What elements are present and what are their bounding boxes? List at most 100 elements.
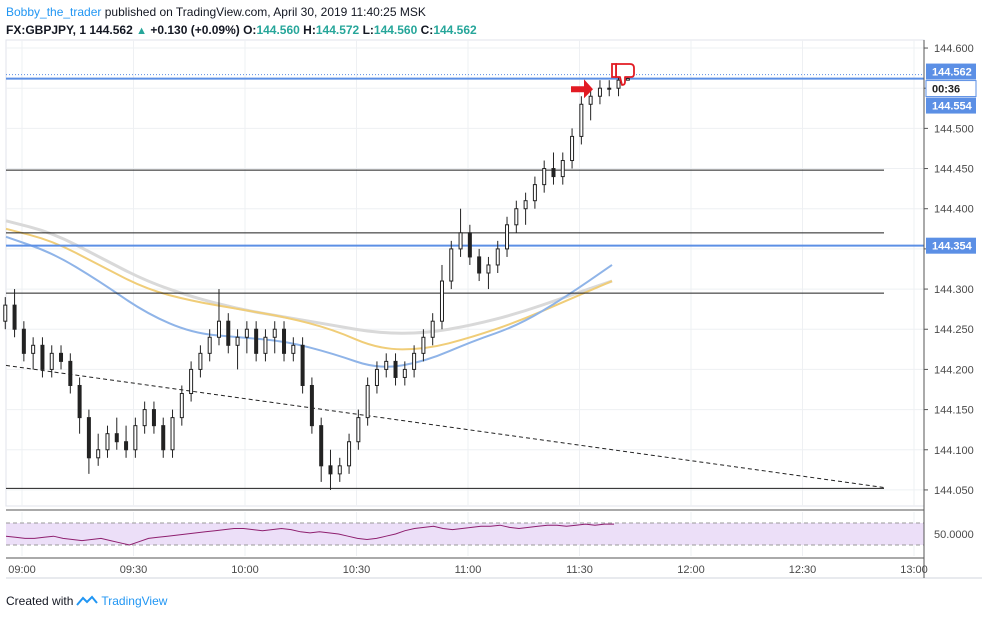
rsi-band	[6, 523, 924, 545]
dashed-trendline	[5, 364, 885, 489]
red-arrow-icon	[571, 79, 593, 99]
rsi-axis-label: 50.0000	[934, 529, 974, 541]
y-tick-label: 144.050	[934, 485, 974, 497]
created-with-label: Created with	[6, 594, 74, 608]
candle-body	[114, 433, 119, 443]
thumbs-down-shape	[615, 63, 635, 86]
candle-body	[105, 433, 110, 451]
tradingview-brand-link[interactable]: TradingView	[101, 594, 168, 608]
y-tick-label: 144.300	[934, 284, 974, 296]
candle-body	[198, 352, 203, 370]
high-value: 144.572	[315, 23, 360, 37]
candle-body	[207, 336, 212, 354]
publish-header: Bobby_the_trader published on TradingVie…	[6, 4, 426, 20]
candle-body	[421, 336, 426, 354]
horizontal-lines[interactable]	[6, 74, 924, 489]
x-tick-label: 11:00	[455, 564, 482, 576]
moving-average-gold	[5, 227, 613, 351]
candle-body	[226, 320, 231, 346]
candle-body	[337, 465, 342, 475]
close-label: C:	[420, 23, 434, 37]
candle-body	[616, 79, 621, 89]
x-tick-label: 11:30	[566, 564, 593, 576]
y-tick-label: 144.200	[934, 364, 974, 376]
candle-body	[384, 360, 389, 370]
candle-body	[12, 304, 17, 330]
candle-body	[282, 328, 287, 354]
candle-body	[579, 103, 584, 137]
candle-body	[3, 304, 8, 322]
time-axis[interactable]: 09:00 09:30 10:00 10:30 11:00 11:30 12:00 12:30…	[6, 557, 928, 576]
author-link[interactable]: Bobby_the_trader	[6, 5, 102, 19]
high-label: H:	[303, 23, 316, 37]
countdown-tag: 00:36	[932, 84, 960, 96]
candle-body	[347, 441, 352, 467]
candle-body	[523, 200, 528, 210]
y-tick-label: 144.250	[934, 324, 974, 336]
candle-body	[86, 417, 91, 459]
level-price-tag-bg	[926, 237, 976, 254]
candle-body	[477, 256, 482, 274]
candle-body	[532, 184, 537, 202]
symbol-legend: FX:GBPJPY, 1 144.562 ▲ +0.130 (+0.09%) O…	[6, 22, 477, 39]
close-value: 144.562	[433, 23, 477, 37]
candle-body	[402, 368, 407, 378]
candle-body	[439, 280, 444, 322]
y-tick-label: 144.100	[934, 445, 974, 457]
candle-body	[412, 352, 417, 370]
low-label: L:	[362, 23, 374, 37]
rsi-line	[5, 523, 614, 546]
candle-body	[551, 168, 556, 178]
candle-body	[486, 264, 491, 274]
candle-body	[235, 336, 240, 346]
rsi-pane	[5, 522, 924, 546]
candle-body	[365, 384, 370, 419]
candle-body	[49, 352, 54, 370]
candle-body	[151, 409, 156, 427]
candle-body	[393, 360, 398, 378]
moving-average-gray	[5, 219, 613, 335]
candle-body	[291, 344, 296, 354]
candlesticks	[3, 72, 630, 490]
thumbs-down-icon	[611, 63, 635, 86]
candle-body	[625, 78, 630, 81]
candle-body	[597, 87, 602, 97]
level-price-tag: 144.354	[932, 241, 973, 253]
publish-info: published on TradingView.com, April 30, …	[104, 5, 426, 19]
open-value: 144.560	[256, 23, 300, 37]
candle-body	[263, 336, 268, 354]
candle-body	[68, 360, 73, 386]
x-tick-label: 09:30	[120, 564, 148, 576]
y-tick-label: 144.400	[934, 204, 974, 216]
candle-body	[254, 328, 259, 354]
open-label: O:	[243, 23, 257, 37]
last-price-tag: 144.562	[932, 67, 972, 79]
candle-body	[40, 344, 45, 370]
candle-body	[21, 328, 26, 354]
footer: Created with TradingView	[6, 593, 167, 609]
candle-body	[319, 425, 324, 467]
price-axis[interactable]: 144.600144.550144.500144.450144.400144.3…	[923, 40, 977, 578]
candle-body	[77, 384, 82, 419]
x-tick-label: 13:00	[900, 564, 928, 576]
candle-body	[458, 232, 463, 250]
trend-line[interactable]	[5, 364, 885, 489]
x-tick-label: 10:00	[231, 564, 259, 576]
x-tick-label: 12:00	[677, 564, 705, 576]
x-tick-label: 12:30	[789, 564, 817, 576]
annotations[interactable]	[571, 63, 635, 99]
x-tick-label: 09:00	[8, 564, 36, 576]
up-arrow-icon: ▲	[136, 25, 147, 37]
candle-body	[607, 87, 612, 90]
main-pane-frame	[5, 39, 925, 507]
tradingview-logo-icon	[76, 595, 99, 606]
symbol-name: FX:GBPJPY, 1	[6, 23, 87, 37]
candle-body	[570, 135, 575, 162]
second-price-tag-bg	[926, 97, 976, 114]
candle-body	[514, 208, 519, 226]
candle-body	[142, 409, 147, 427]
candle-body	[31, 344, 36, 354]
chart-grid	[5, 39, 982, 579]
candle-body	[133, 425, 138, 451]
